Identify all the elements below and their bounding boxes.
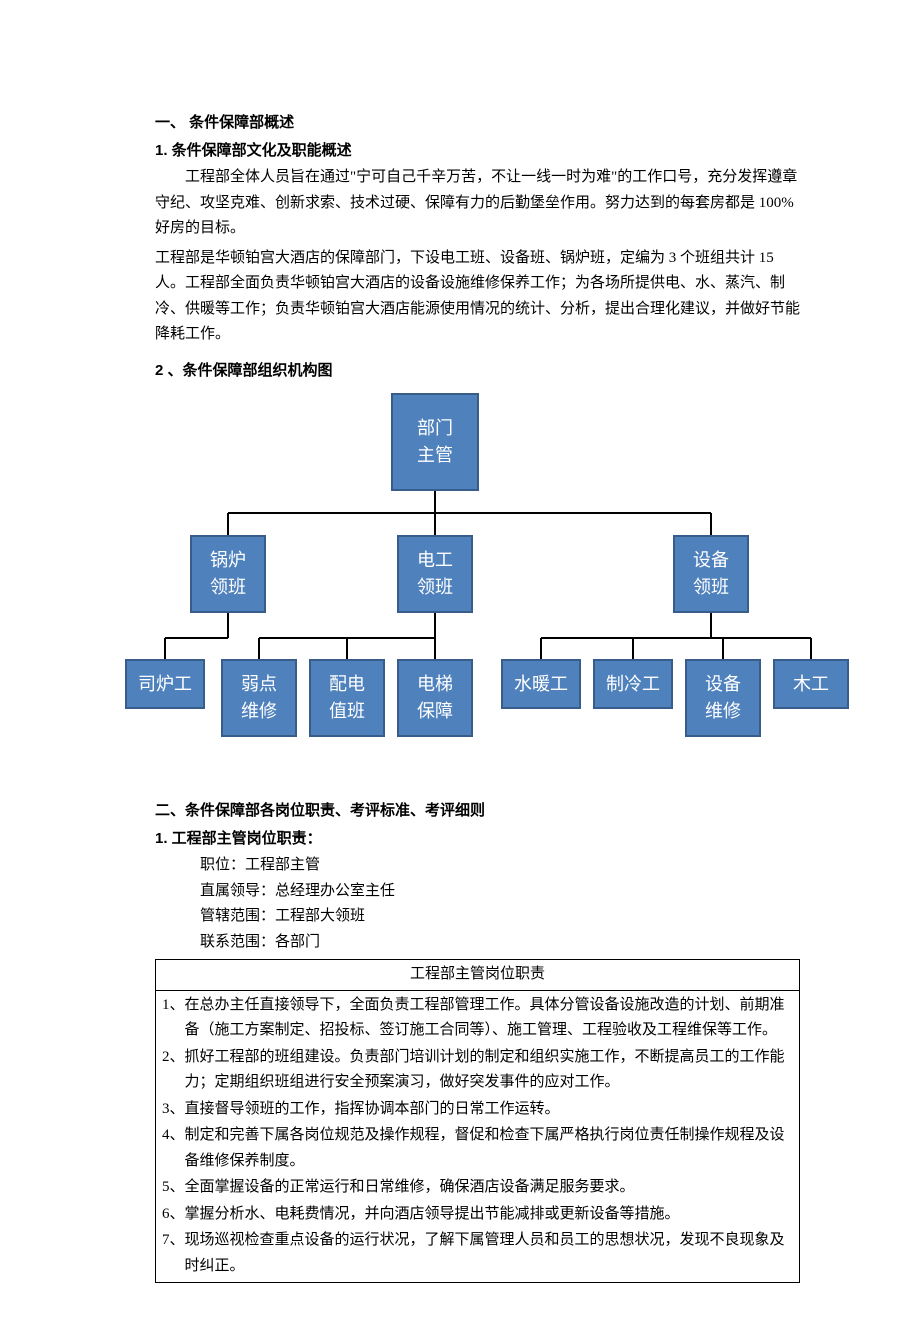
duty-item: 2、抓好工程部的班组建设。负责部门培训计划的制定和组织实施工作，不断提高员工的工… (162, 1045, 793, 1096)
scope-value: 工程部大领班 (275, 908, 365, 924)
contact-row: 联系范围：各部门 (155, 930, 800, 956)
scope-row: 管辖范围：工程部大领班 (155, 904, 800, 930)
org-node-root: 部门 主管 (391, 393, 479, 491)
paragraph-1: 工程部全体人员旨在通过"宁可自己千辛万苦，不让一线一时为难"的工作口号，充分发挥… (155, 165, 800, 242)
section1-1-heading: 1. 条件保障部文化及职能概述 (155, 138, 800, 164)
position-label: 职位： (200, 857, 245, 873)
org-chart: 部门 主管锅炉 领班 电工 领班 设备 领班司炉工弱点 维修配电 值班电梯 保障水暖… (125, 393, 865, 768)
contact-value: 各部门 (275, 934, 320, 950)
position-row: 职位：工程部主管 (155, 853, 800, 879)
org-node-l3-1: 弱点 维修 (221, 659, 297, 737)
position-value: 工程部主管 (245, 857, 320, 873)
leader-value: 总经理办公室主任 (275, 883, 395, 899)
duty-item: 6、掌握分析水、电耗费情况，并向酒店领导提出节能减排或更新设备等措施。 (162, 1202, 793, 1228)
org-node-l3-7: 木工 (773, 659, 849, 709)
leader-label: 直属领导： (200, 883, 275, 899)
section2-heading: 二、条件保障部各岗位职责、考评标准、考评细则 (155, 798, 800, 824)
contact-label: 联系范围： (200, 934, 275, 950)
org-node-l2-2: 设备 领班 (673, 535, 749, 613)
org-node-l3-6: 设备 维修 (685, 659, 761, 737)
org-node-l3-0: 司炉工 (125, 659, 205, 709)
org-node-l3-3: 电梯 保障 (397, 659, 473, 737)
duty-item: 5、全面掌握设备的正常运行和日常维修，确保酒店设备满足服务要求。 (162, 1175, 793, 1201)
duty-item: 1、在总办主任直接领导下，全面负责工程部管理工作。具体分管设备设施改造的计划、前… (162, 993, 793, 1044)
org-node-l2-0: 锅炉 领班 (190, 535, 266, 613)
section1-2-heading: 2 、条件保障部组织机构图 (155, 358, 800, 384)
leader-row: 直属领导：总经理办公室主任 (155, 879, 800, 905)
duty-item: 7、现场巡视检查重点设备的运行状况，了解下属管理人员和员工的思想状况，发现不良现… (162, 1228, 793, 1279)
org-node-l2-1: 电工 领班 (397, 535, 473, 613)
duties-table-title: 工程部主管岗位职责 (156, 960, 800, 991)
section1-heading: 一、 条件保障部概述 (155, 110, 800, 136)
org-node-l3-4: 水暖工 (501, 659, 581, 709)
org-node-l3-5: 制冷工 (593, 659, 673, 709)
org-node-l3-2: 配电 值班 (309, 659, 385, 737)
duties-table: 工程部主管岗位职责 1、在总办主任直接领导下，全面负责工程部管理工作。具体分管设… (155, 959, 800, 1283)
duty-item: 4、制定和完善下属各岗位规范及操作规程，督促和检查下属严格执行岗位责任制操作规程… (162, 1123, 793, 1174)
scope-label: 管辖范围： (200, 908, 275, 924)
paragraph-2: 工程部是华顿铂宫大酒店的保障部门，下设电工班、设备班、锅炉班，定编为 3 个班组… (155, 246, 800, 348)
section2-1-heading: 1. 工程部主管岗位职责： (155, 826, 800, 852)
duties-cell: 1、在总办主任直接领导下，全面负责工程部管理工作。具体分管设备设施改造的计划、前… (156, 990, 800, 1283)
duty-item: 3、直接督导领班的工作，指挥协调本部门的日常工作运转。 (162, 1097, 793, 1123)
